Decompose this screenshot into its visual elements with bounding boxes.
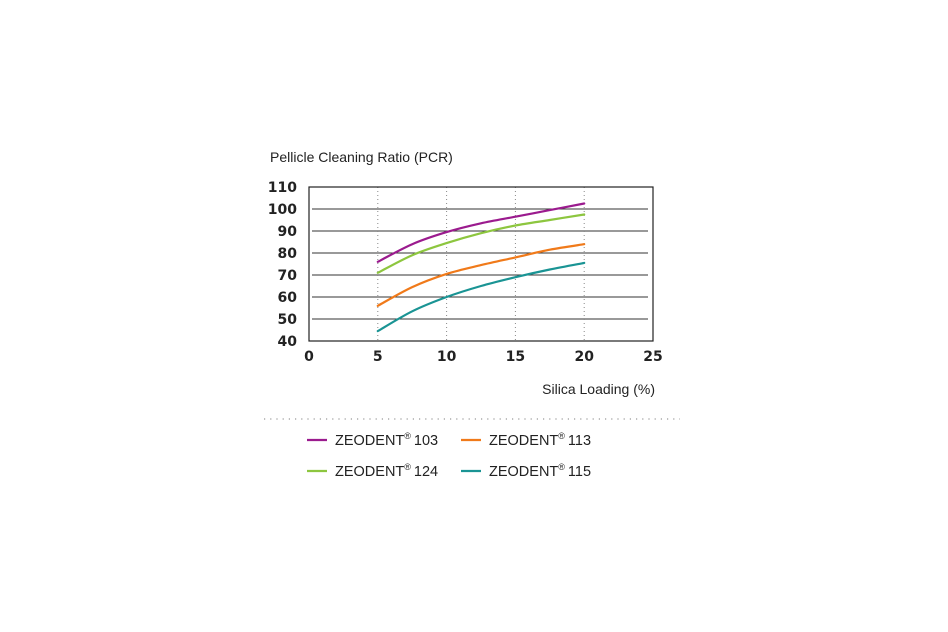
- registered-mark: ®: [558, 462, 565, 472]
- x-tick-label: 10: [437, 349, 457, 365]
- y-tick-label: 50: [278, 312, 298, 328]
- tick-labels: 40 50 60 70 80 90 100 110 0 5 10 15 20 25: [268, 180, 663, 365]
- legend-item: ZEODENT® 113: [461, 431, 591, 449]
- legend-item: ZEODENT® 124: [307, 462, 438, 480]
- legend-name: ZEODENT: [335, 464, 404, 480]
- x-tick-label: 15: [506, 349, 525, 365]
- registered-mark: ®: [558, 431, 565, 441]
- legend-label: ZEODENT® 115: [489, 462, 591, 480]
- y-tick-label: 110: [268, 180, 297, 196]
- plot-frame: [308, 186, 654, 342]
- legend-label: ZEODENT® 124: [335, 462, 438, 480]
- y-axis-title: Pellicle Cleaning Ratio (PCR): [270, 149, 453, 165]
- legend-number: 115: [568, 464, 591, 480]
- grid: [312, 187, 648, 341]
- y-tick-label: 40: [278, 334, 298, 350]
- legend-name: ZEODENT: [335, 433, 404, 449]
- series-line: [376, 213, 586, 274]
- legend-label: ZEODENT® 113: [489, 431, 591, 449]
- legend-name: ZEODENT: [489, 433, 558, 449]
- x-tick-label: 25: [643, 349, 662, 365]
- y-tick-label: 90: [278, 224, 298, 240]
- legend-label: ZEODENT® 103: [335, 431, 438, 449]
- y-tick-label: 60: [278, 290, 298, 306]
- series-line: [376, 243, 586, 307]
- series-line: [376, 261, 586, 333]
- y-tick-label: 100: [268, 202, 297, 218]
- series-lines: [376, 202, 586, 333]
- legend-number: 124: [414, 464, 438, 480]
- y-tick-label: 70: [278, 268, 298, 284]
- legend-name: ZEODENT: [489, 464, 558, 480]
- x-tick-label: 5: [373, 349, 383, 365]
- registered-mark: ®: [404, 462, 411, 472]
- x-tick-label: 20: [574, 349, 594, 365]
- legend-number: 113: [568, 433, 591, 449]
- registered-mark: ®: [404, 431, 411, 441]
- x-tick-label: 0: [304, 349, 314, 365]
- legend-item: ZEODENT® 115: [461, 462, 591, 480]
- legend-item: ZEODENT® 103: [307, 431, 438, 449]
- legend-number: 103: [414, 433, 438, 449]
- y-tick-label: 80: [278, 246, 298, 262]
- x-axis-title: Silica Loading (%): [542, 381, 655, 397]
- series-line: [376, 202, 586, 263]
